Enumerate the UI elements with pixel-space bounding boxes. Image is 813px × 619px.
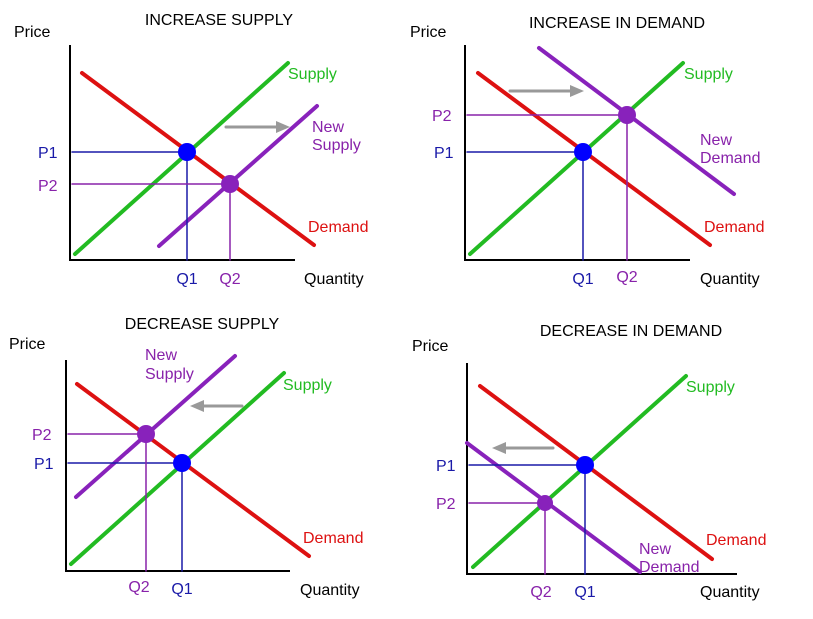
q1-label: Q1 xyxy=(574,584,595,601)
p1-label: P1 xyxy=(434,145,454,162)
y-axis-label: Price xyxy=(14,24,51,41)
panel-decrease-supply: DECREASE SUPPLY Price Quantity P2 P1 Q2 … xyxy=(9,316,363,599)
new-demand-curve xyxy=(465,441,642,574)
new-supply-label-line2: Supply xyxy=(312,137,361,154)
original-equilibrium-point xyxy=(576,456,594,474)
q2-label: Q2 xyxy=(128,579,149,596)
original-equilibrium-point xyxy=(178,143,196,161)
supply-label: Supply xyxy=(283,377,332,394)
new-equilibrium-point xyxy=(618,106,636,124)
q1-label: Q1 xyxy=(572,271,593,288)
shift-arrow-right xyxy=(224,121,290,133)
x-axis-label: Quantity xyxy=(304,271,364,288)
demand-curve xyxy=(476,71,712,247)
supply-label: Supply xyxy=(684,66,733,83)
new-supply-curve xyxy=(157,104,319,248)
axes xyxy=(69,45,295,261)
q2-label: Q2 xyxy=(219,271,240,288)
x-axis-label: Quantity xyxy=(700,271,760,288)
axes xyxy=(65,360,290,572)
new-demand-label-line1: New xyxy=(639,541,671,558)
p2-label: P2 xyxy=(38,178,58,195)
y-axis-label: Price xyxy=(412,338,449,355)
new-demand-label-line2: Demand xyxy=(639,559,699,576)
p2-label: P2 xyxy=(436,496,456,513)
demand-label: Demand xyxy=(308,219,368,236)
panel-decrease-in-demand: DECREASE IN DEMAND Price Quantity P1 P2 … xyxy=(412,323,766,601)
new-demand-label-line1: New xyxy=(700,132,732,149)
y-axis-label: Price xyxy=(9,336,46,353)
panel-increase-in-demand: INCREASE IN DEMAND Price Quantity P2 P1 … xyxy=(410,15,764,288)
shift-arrow-left xyxy=(492,442,555,454)
new-supply-label-line1: New xyxy=(145,347,177,364)
panel-title: DECREASE SUPPLY xyxy=(125,316,280,333)
x-axis-label: Quantity xyxy=(700,584,760,601)
supply-curve xyxy=(468,61,685,256)
demand-label: Demand xyxy=(704,219,764,236)
new-equilibrium-point xyxy=(221,175,239,193)
new-equilibrium-point xyxy=(537,495,553,511)
demand-label: Demand xyxy=(706,532,766,549)
new-supply-label-line2: Supply xyxy=(145,366,194,383)
panel-title: DECREASE IN DEMAND xyxy=(540,323,722,340)
p1-label: P1 xyxy=(34,456,54,473)
demand-curve xyxy=(75,382,311,558)
new-demand-label-line2: Demand xyxy=(700,150,760,167)
original-equilibrium-point xyxy=(173,454,191,472)
p2-label: P2 xyxy=(432,108,452,125)
demand-curve xyxy=(478,384,714,561)
y-axis-label: Price xyxy=(410,24,447,41)
q2-label: Q2 xyxy=(530,584,551,601)
p2-label: P2 xyxy=(32,427,52,444)
new-demand-curve xyxy=(537,46,736,196)
panel-increase-supply: INCREASE SUPPLY Price Quantity P1 P2 Q1 … xyxy=(14,12,368,288)
x-axis-label: Quantity xyxy=(300,582,360,599)
supply-label: Supply xyxy=(288,66,337,83)
new-supply-label-line1: New xyxy=(312,119,344,136)
axes xyxy=(466,363,737,575)
shift-arrow-left xyxy=(190,400,244,412)
q2-label: Q2 xyxy=(616,269,637,286)
shift-arrow-right xyxy=(508,85,584,97)
p1-label: P1 xyxy=(38,145,58,162)
new-equilibrium-point xyxy=(137,425,155,443)
panel-title: INCREASE IN DEMAND xyxy=(529,15,705,32)
q1-label: Q1 xyxy=(176,271,197,288)
axes xyxy=(464,45,690,261)
new-supply-curve xyxy=(74,354,237,499)
supply-label: Supply xyxy=(686,379,735,396)
p1-label: P1 xyxy=(436,458,456,475)
demand-curve xyxy=(80,71,316,247)
q1-label: Q1 xyxy=(171,581,192,598)
panel-title: INCREASE SUPPLY xyxy=(145,12,294,29)
demand-label: Demand xyxy=(303,530,363,547)
original-equilibrium-point xyxy=(574,143,592,161)
